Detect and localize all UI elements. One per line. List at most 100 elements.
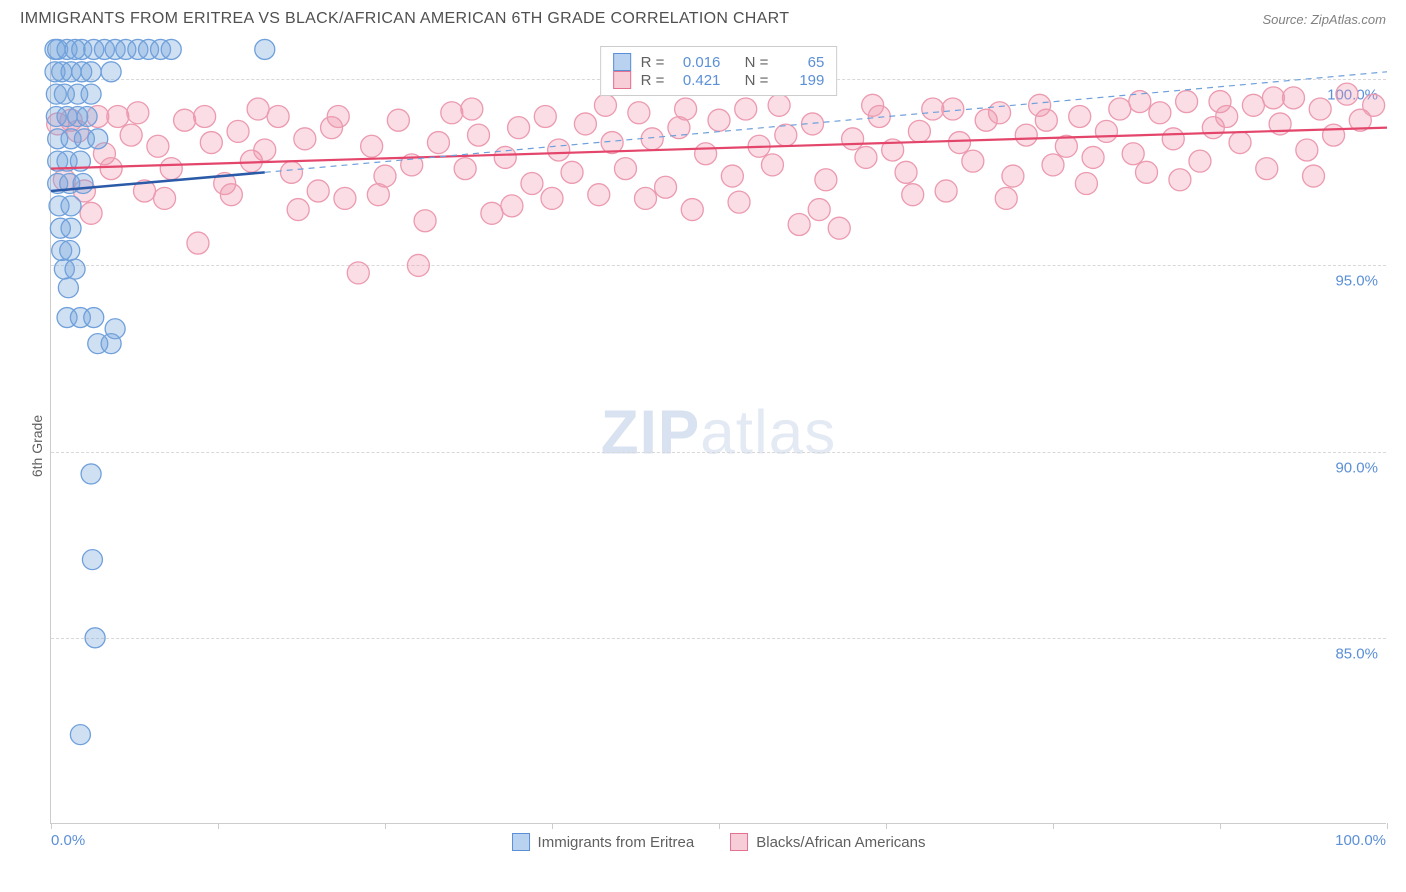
data-point [334,187,356,209]
legend-item-black: Blacks/African Americans [730,833,925,851]
data-point [808,199,830,221]
data-point [427,132,449,154]
data-point [227,120,249,142]
data-point [120,124,142,146]
data-point [721,165,743,187]
data-point [80,202,102,224]
data-point [1262,87,1284,109]
data-point [1309,98,1331,120]
data-point [655,176,677,198]
data-point [942,98,964,120]
data-point [1336,83,1358,105]
data-point [187,232,209,254]
data-point [1256,158,1278,180]
data-point [280,161,302,183]
data-point [1189,150,1211,172]
data-point [962,150,984,172]
data-point [82,550,102,570]
data-point [641,128,663,150]
data-point [73,174,93,194]
data-point [1303,165,1325,187]
data-point [70,725,90,745]
data-point [81,62,101,82]
data-point [494,146,516,168]
chart-header: IMMIGRANTS FROM ERITREA VS BLACK/AFRICAN… [0,0,1406,34]
data-point [220,184,242,206]
data-point [635,187,657,209]
legend-swatch-eritrea-icon [512,833,530,851]
trend-line [51,128,1387,169]
legend-N-label: N = [745,54,769,71]
data-point [58,278,78,298]
data-point [127,102,149,124]
data-point [61,196,81,216]
data-point [77,106,97,126]
data-point [534,105,556,127]
source-citation: Source: ZipAtlas.com [1262,12,1386,27]
data-point [1242,94,1264,116]
data-point [407,254,429,276]
legend-item-eritrea: Immigrants from Eritrea [512,833,695,851]
data-point [948,132,970,154]
data-point [88,129,108,149]
data-point [107,105,129,127]
data-point [935,180,957,202]
data-point [908,120,930,142]
data-point [468,124,490,146]
data-point [294,128,316,150]
data-point [1129,91,1151,113]
x-tick [218,823,219,829]
data-point [254,139,276,161]
plot-area: ZIPatlas 85.0%90.0%95.0%100.0% 0.0% 100.… [50,42,1386,824]
data-point [267,105,289,127]
data-point [1042,154,1064,176]
data-point [1035,109,1057,131]
data-point [255,39,275,59]
data-point [161,39,181,59]
legend-swatch-black-icon [730,833,748,851]
legend-row-eritrea: R = 0.016 N = 65 [613,53,825,71]
data-point [160,158,182,180]
legend-row-black: R = 0.421 N = 199 [613,71,825,89]
data-point [247,98,269,120]
correlation-legend: R = 0.016 N = 65 R = 0.421 N = 199 [600,46,838,96]
x-tick [385,823,386,829]
data-point [1095,120,1117,142]
legend-N-value-black: 199 [778,72,824,89]
data-point [775,124,797,146]
data-point [561,161,583,183]
data-point [1122,143,1144,165]
x-axis-max-label: 100.0% [1335,832,1386,849]
data-point [521,173,543,195]
data-point [842,128,864,150]
legend-R-value-eritrea: 0.016 [674,54,720,71]
data-point [681,199,703,221]
data-point [828,217,850,239]
data-point [347,262,369,284]
data-point [1069,105,1091,127]
data-point [1109,98,1131,120]
data-point [194,105,216,127]
legend-label-black: Blacks/African Americans [756,834,925,851]
data-point [862,94,884,116]
data-point [81,84,101,104]
data-point [855,146,877,168]
data-point [922,98,944,120]
data-point [989,102,1011,124]
data-point [101,334,121,354]
data-point [454,158,476,180]
data-point [174,109,196,131]
data-point [761,154,783,176]
data-point [387,109,409,131]
data-point [1136,161,1158,183]
data-point [614,158,636,180]
x-tick [51,823,52,829]
data-point [81,464,101,484]
data-point [1002,165,1024,187]
data-point [788,213,810,235]
data-point [84,308,104,328]
data-point [995,187,1017,209]
data-point [1282,87,1304,109]
source-name: ZipAtlas.com [1311,12,1386,27]
data-point [101,62,121,82]
